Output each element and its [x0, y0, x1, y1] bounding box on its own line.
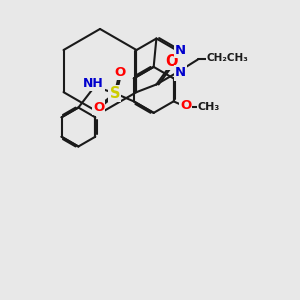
Text: O: O: [115, 66, 126, 79]
Text: O: O: [93, 101, 104, 114]
Text: O: O: [165, 54, 178, 69]
Text: CH₂CH₃: CH₂CH₃: [207, 53, 248, 63]
Text: NH: NH: [83, 77, 104, 90]
Text: CH₃: CH₃: [198, 102, 220, 112]
Text: O: O: [180, 99, 191, 112]
Text: S: S: [110, 86, 120, 101]
Text: N: N: [175, 44, 186, 56]
Text: N: N: [175, 67, 186, 80]
